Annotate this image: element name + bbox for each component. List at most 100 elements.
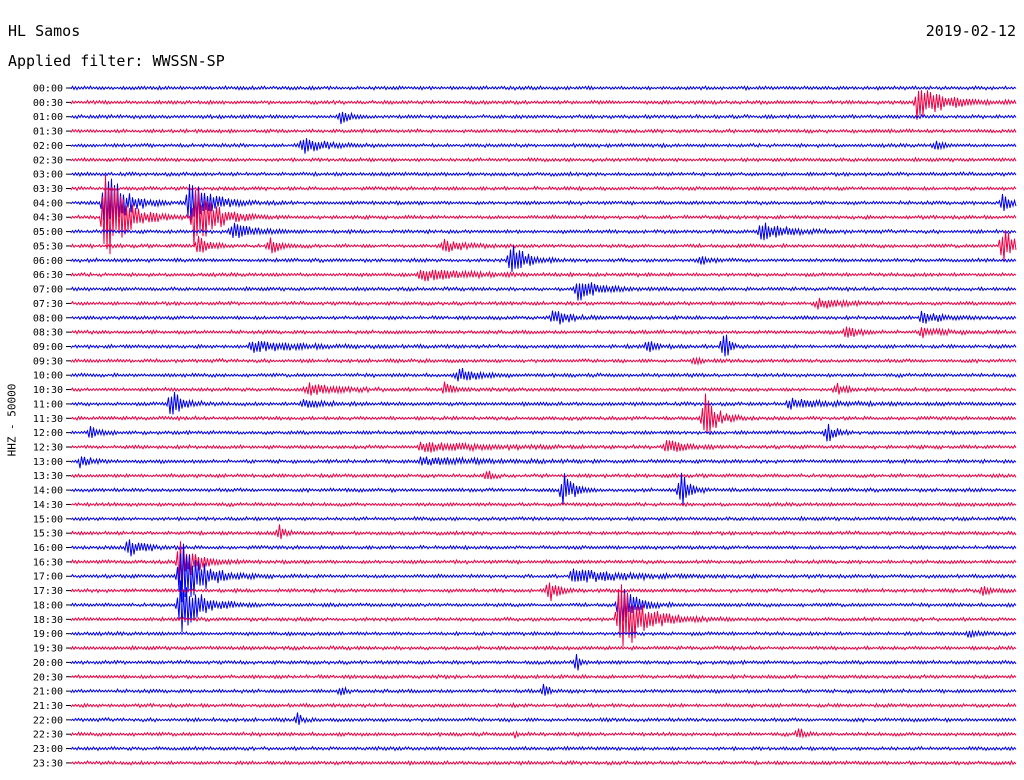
row-time-label: 13:30 [33,471,63,482]
row-time-label: 23:00 [33,744,63,755]
row-time-label: 14:30 [33,500,63,511]
trace-line [70,728,1017,739]
row-time-label: 04:30 [33,213,63,224]
trace-line [70,515,1017,522]
row-time-label: 17:00 [33,572,63,583]
row-time-label: 14:00 [33,486,63,497]
row-time-label: 08:30 [33,328,63,339]
row-time-label: 23:30 [33,758,63,769]
row-time-label: 15:00 [33,514,63,525]
row-time-label: 19:00 [33,629,63,640]
row-time-label: 07:00 [33,285,63,296]
trace-line [70,282,1017,301]
row-time-label: 12:00 [33,428,63,439]
trace-line [70,229,1017,261]
trace-line [70,524,1017,540]
row-time-label: 09:00 [33,342,63,353]
trace-line [70,170,1017,178]
trace-line [70,539,1017,557]
trace-line [70,759,1017,767]
row-time-label: 06:00 [33,256,63,267]
trace-line [70,222,1017,241]
trace-line [70,629,1017,638]
trace-line [70,541,1017,584]
trace-line [70,391,1017,415]
trace-line [70,472,1017,506]
trace-line [70,653,1017,671]
row-time-label: 18:00 [33,600,63,611]
row-time-label: 13:00 [33,457,63,468]
trace-line [70,543,1017,603]
trace-line [70,269,1017,282]
trace-line [70,702,1017,709]
trace-line [70,745,1017,752]
row-time-label: 04:00 [33,198,63,209]
trace-line [70,178,1017,226]
trace-line [70,174,1017,255]
trace-line [70,455,1017,469]
trace-line [70,326,1017,339]
trace-line [70,90,1017,120]
row-time-label: 05:30 [33,241,63,252]
trace-line [70,580,1017,633]
trace-line [70,470,1017,480]
trace-line [70,245,1017,272]
row-time-label: 16:30 [33,557,63,568]
trace-line [70,423,1017,442]
trace-line [70,156,1017,163]
row-time-label: 09:30 [33,356,63,367]
row-time-label: 03:30 [33,184,63,195]
row-time-label: 22:00 [33,715,63,726]
trace-line [70,138,1017,154]
filter-label: Applied filter: WWSSN-SP [8,52,225,70]
row-time-label: 00:00 [33,84,63,95]
row-time-label: 07:30 [33,299,63,310]
row-time-label: 06:30 [33,270,63,281]
trace-line [70,334,1017,357]
trace-line [70,111,1017,125]
row-time-label: 01:00 [33,112,63,123]
row-time-label: 16:00 [33,543,63,554]
trace-line [70,440,1017,453]
trace-line [70,310,1017,325]
trace-line [70,368,1017,382]
row-time-label: 15:30 [33,529,63,540]
row-time-label: 20:30 [33,672,63,683]
row-time-label: 11:00 [33,399,63,410]
trace-line [70,644,1017,652]
row-time-label: 10:00 [33,371,63,382]
row-time-label: 11:30 [33,414,63,425]
row-time-label: 05:00 [33,227,63,238]
row-time-label: 18:30 [33,615,63,626]
row-time-label: 02:30 [33,155,63,166]
trace-line [70,501,1017,508]
trace-line [70,683,1017,696]
trace-line [70,297,1017,310]
trace-line [70,393,1017,434]
station-title: HL Samos [8,22,81,40]
row-time-label: 02:00 [33,141,63,152]
trace-line [70,584,1017,647]
trace-line [70,582,1017,602]
trace-line [70,673,1017,680]
date-label: 2019-02-12 [925,22,1016,40]
row-time-label: 20:00 [33,658,63,669]
trace-line [70,712,1017,725]
row-time-label: 12:30 [33,443,63,454]
row-time-label: 21:30 [33,701,63,712]
row-time-label: 19:30 [33,644,63,655]
trace-line [70,127,1017,135]
trace-line [70,381,1017,396]
row-time-label: 08:00 [33,313,63,324]
trace-line [70,84,1017,92]
row-time-label: 22:30 [33,730,63,741]
trace-line [70,356,1017,366]
row-time-label: 01:30 [33,127,63,138]
row-time-label: 21:00 [33,687,63,698]
trace-line [70,185,1017,192]
row-time-label: 17:30 [33,586,63,597]
row-time-label: 10:30 [33,385,63,396]
row-time-label: 03:00 [33,170,63,181]
row-time-label: 00:30 [33,98,63,109]
